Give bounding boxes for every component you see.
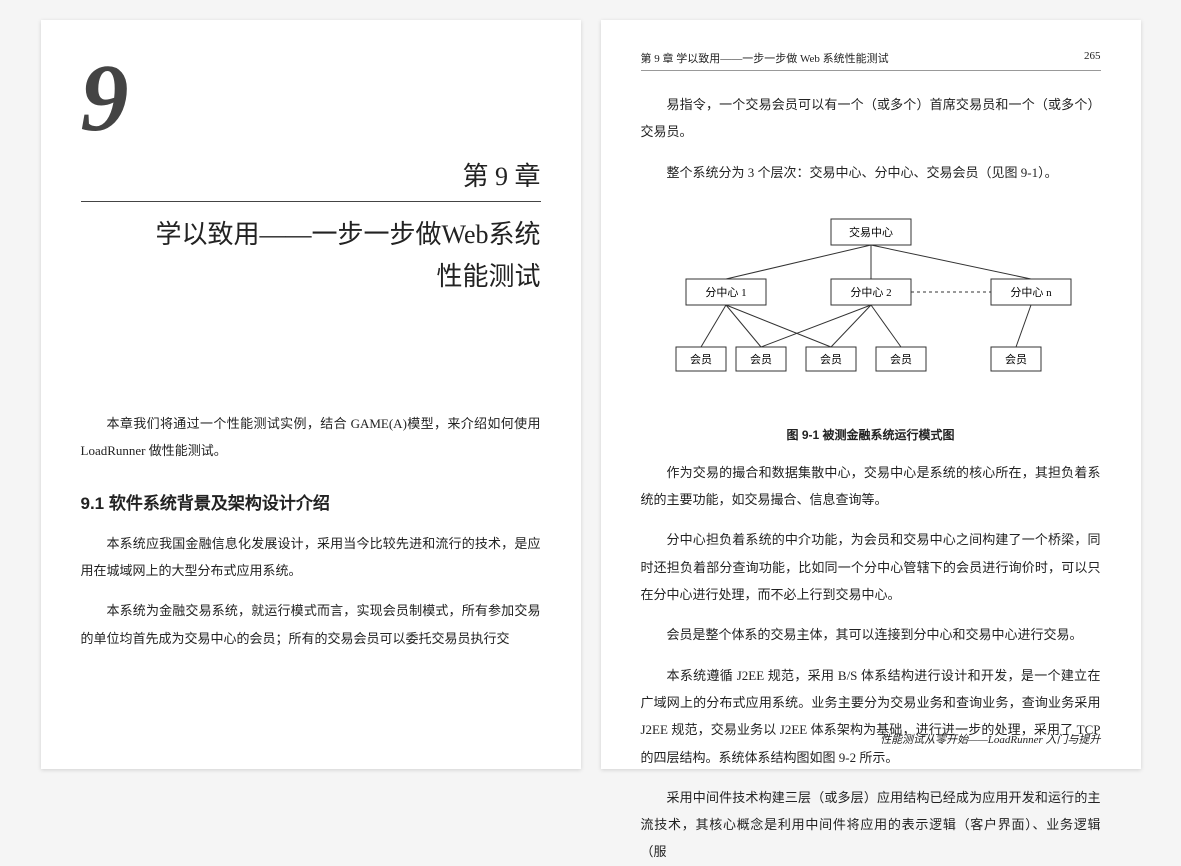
chapter-number: 9 [81, 50, 541, 146]
running-header-text: 第 9 章 学以致用——一步一步做 Web 系统性能测试 [641, 50, 889, 66]
diagram-node: 分中心 1 [705, 286, 746, 299]
intro-paragraph: 本章我们将通过一个性能测试实例，结合 GAME(A)模型，来介绍如何使用 Loa… [81, 410, 541, 465]
section-heading-9-1: 9.1 软件系统背景及架构设计介绍 [81, 489, 541, 514]
chapter-divider [81, 201, 541, 202]
figure-9-1-diagram: 交易中心 分中心 1 分中心 2 分中心 n 会员 会员 会员 [641, 209, 1101, 409]
chapter-label: 第 9 章 [81, 156, 541, 193]
paragraph: 会员是整个体系的交易主体，其可以连接到分中心和交易中心进行交易。 [641, 621, 1101, 648]
diagram-leaf: 会员 [890, 353, 912, 366]
diagram-node: 分中心 2 [850, 286, 891, 299]
running-header: 第 9 章 学以致用——一步一步做 Web 系统性能测试 265 [641, 50, 1101, 71]
paragraph: 采用中间件技术构建三层（或多层）应用结构已经成为应用开发和运行的主流技术，其核心… [641, 784, 1101, 866]
book-footer: 性能测试从零开始——LoadRunner 入门与提升 [880, 731, 1100, 747]
chapter-title: 学以致用——一步一步做Web系统 性能测试 [81, 214, 541, 297]
paragraph: 本系统遵循 J2EE 规范，采用 B/S 体系结构进行设计和开发，是一个建立在广… [641, 662, 1101, 771]
diagram-leaf: 会员 [690, 353, 712, 366]
chapter-title-line1: 学以致用——一步一步做Web系统 [156, 220, 541, 249]
diagram-node: 分中心 n [1010, 286, 1052, 299]
paragraph: 分中心担负着系统的中介功能，为会员和交易中心之间构建了一个桥梁，同时还担负着部分… [641, 526, 1101, 608]
paragraph: 本系统应我国金融信息化发展设计，采用当今比较先进和流行的技术，是应用在城域网上的… [81, 530, 541, 585]
page-left: 9 第 9 章 学以致用——一步一步做Web系统 性能测试 本章我们将通过一个性… [41, 20, 581, 769]
page-number: 265 [1084, 50, 1101, 66]
diagram-leaf: 会员 [1005, 353, 1027, 366]
book-spread: 9 第 9 章 学以致用——一步一步做Web系统 性能测试 本章我们将通过一个性… [21, 0, 1161, 789]
diagram-leaf: 会员 [820, 353, 842, 366]
paragraph: 本系统为金融交易系统，就运行模式而言，实现会员制模式，所有参加交易的单位均首先成… [81, 597, 541, 652]
diagram-leaf: 会员 [750, 353, 772, 366]
diagram-root: 交易中心 [849, 225, 893, 239]
figure-caption: 图 9-1 被测金融系统运行模式图 [641, 426, 1101, 443]
paragraph: 易指令，一个交易会员可以有一个（或多个）首席交易员和一个（或多个）交易员。 [641, 91, 1101, 146]
chapter-title-line2: 性能测试 [436, 262, 540, 291]
paragraph: 作为交易的撮合和数据集散中心，交易中心是系统的核心所在，其担负着系统的主要功能，… [641, 459, 1101, 514]
page-right: 第 9 章 学以致用——一步一步做 Web 系统性能测试 265 易指令，一个交… [601, 20, 1141, 769]
paragraph: 整个系统分为 3 个层次：交易中心、分中心、交易会员（见图 9-1）。 [641, 159, 1101, 186]
